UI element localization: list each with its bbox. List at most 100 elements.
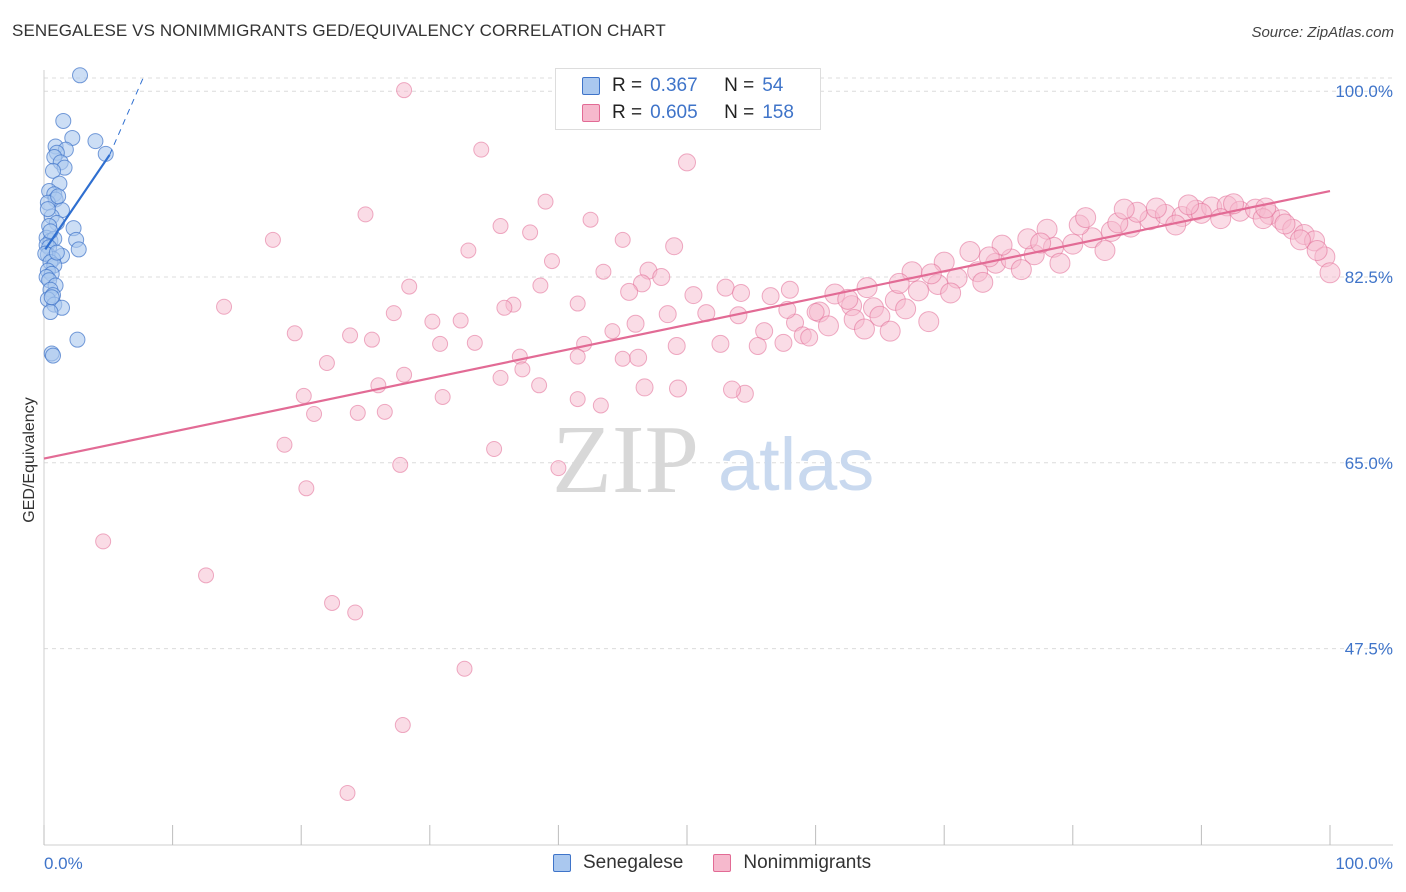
nonimmigrants-point xyxy=(1178,194,1200,216)
nonimmigrants-point xyxy=(1094,239,1116,261)
nonimmigrants-point xyxy=(522,224,539,241)
nonimmigrants-point xyxy=(748,337,767,356)
senegalese-point xyxy=(45,162,62,179)
nonimmigrants-point xyxy=(264,231,281,248)
nonimmigrants-point xyxy=(1274,213,1296,235)
x-tick-label: 0.0% xyxy=(44,854,83,873)
nonimmigrants-point xyxy=(376,403,393,420)
legend-n-label: N = xyxy=(724,75,755,96)
nonimmigrants-point xyxy=(392,456,409,473)
nonimmigrants-point xyxy=(918,311,940,333)
legend-swatch-pink xyxy=(582,104,600,122)
watermark-zip: ZIP xyxy=(552,406,699,514)
x-axis-ticks xyxy=(43,825,1331,845)
nonimmigrants-point xyxy=(629,348,648,367)
watermark-atlas: atlas xyxy=(718,423,874,506)
nonimmigrants-point xyxy=(1030,232,1052,254)
nonimmigrants-point xyxy=(466,334,483,351)
nonimmigrants-point xyxy=(761,287,780,306)
watermark: ZIP atlas xyxy=(552,406,874,514)
nonimmigrants-point xyxy=(595,263,612,280)
nonimmigrants-point xyxy=(668,379,687,398)
legend-item-nonimmigrants: Nonimmigrants xyxy=(713,852,871,874)
senegalese-point xyxy=(39,201,56,218)
nonimmigrants-point xyxy=(492,218,509,235)
y-axis-label: GED/Equivalency xyxy=(21,397,38,522)
nonimmigrants-point xyxy=(604,323,621,340)
senegalese-points xyxy=(37,67,114,364)
x-axis-tick-labels: 0.0% 100.0% xyxy=(44,854,1393,873)
nonimmigrants-point xyxy=(396,366,413,383)
senegalese-trend-line xyxy=(44,154,111,251)
legend-r-label: R = xyxy=(612,75,643,96)
nonimmigrants-point xyxy=(432,335,449,352)
nonimmigrants-point xyxy=(632,274,651,293)
nonimmigrants-point xyxy=(620,282,639,301)
nonimmigrants-point xyxy=(658,305,677,324)
nonimmigrants-point xyxy=(1075,207,1097,229)
nonimmigrants-point xyxy=(1223,193,1245,215)
nonimmigrants-point xyxy=(711,334,730,353)
nonimmigrants-point xyxy=(396,82,413,99)
nonimmigrants-point xyxy=(318,355,335,372)
nonimmigrants-point xyxy=(652,268,671,287)
nonimmigrants-point xyxy=(569,295,586,312)
nonimmigrants-point xyxy=(1306,239,1328,261)
nonimmigrants-point xyxy=(198,567,215,584)
senegalese-point xyxy=(48,244,65,261)
nonimmigrants-point xyxy=(853,318,875,340)
legend-n-value: 54 xyxy=(762,75,784,96)
y-tick-label: 100.0% xyxy=(1335,82,1393,101)
nonimmigrants-point xyxy=(888,272,910,294)
nonimmigrants-point xyxy=(716,278,735,297)
nonimmigrants-point xyxy=(216,298,233,315)
nonimmigrants-trend-line xyxy=(43,189,1331,460)
nonimmigrants-point xyxy=(1289,229,1311,251)
nonimmigrants-point xyxy=(837,288,859,310)
nonimmigrants-point xyxy=(514,361,531,378)
nonimmigrants-point xyxy=(401,278,418,295)
legend-n-value: 158 xyxy=(762,102,794,123)
nonimmigrants-point xyxy=(385,305,402,322)
nonimmigrants-point xyxy=(569,391,586,408)
nonimmigrants-point xyxy=(295,387,312,404)
nonimmigrants-point xyxy=(972,271,994,293)
nonimmigrants-point xyxy=(473,141,490,158)
nonimmigrants-point xyxy=(486,441,503,458)
y-tick-label: 82.5% xyxy=(1345,268,1393,287)
nonimmigrants-point xyxy=(723,380,742,399)
senegalese-point xyxy=(87,133,104,150)
nonimmigrants-point xyxy=(592,397,609,414)
senegalese-point xyxy=(72,67,89,84)
legend-swatch-blue xyxy=(553,854,571,872)
nonimmigrants-point xyxy=(492,369,509,386)
nonimmigrants-point xyxy=(582,211,599,228)
nonimmigrants-point xyxy=(324,594,341,611)
nonimmigrants-point xyxy=(817,315,839,337)
senegalese-trend-extension xyxy=(109,75,145,156)
nonimmigrants-point xyxy=(869,305,891,327)
senegalese-point xyxy=(42,223,59,240)
legend-row-nonimmigrants: R = 0.605 N = 158 xyxy=(556,100,794,126)
nonimmigrants-point xyxy=(635,378,654,397)
legend-item-senegalese: Senegalese xyxy=(553,852,683,874)
nonimmigrants-point xyxy=(1010,259,1032,281)
legend-swatch-pink xyxy=(713,854,732,872)
nonimmigrants-point xyxy=(907,280,929,302)
nonimmigrants-point xyxy=(614,350,631,367)
nonimmigrants-point xyxy=(276,436,293,453)
legend-row-senegalese: R = 0.367 N = 54 xyxy=(556,73,783,99)
nonimmigrants-point xyxy=(678,153,696,172)
nonimmigrants-point xyxy=(434,388,451,405)
nonimmigrants-point xyxy=(543,253,560,270)
nonimmigrants-point xyxy=(684,286,703,305)
nonimmigrants-point xyxy=(774,333,793,352)
y-axis-tick-labels: 47.5% 65.0% 82.5% 100.0% xyxy=(1335,82,1393,658)
nonimmigrants-point xyxy=(569,348,586,365)
nonimmigrants-point xyxy=(665,237,684,256)
legend-label-nonimmigrants: Nonimmigrants xyxy=(743,852,872,873)
nonimmigrants-point xyxy=(537,193,554,210)
legend-swatch-blue xyxy=(582,77,600,95)
nonimmigrants-point xyxy=(298,480,315,497)
nonimmigrants-point xyxy=(780,280,799,299)
